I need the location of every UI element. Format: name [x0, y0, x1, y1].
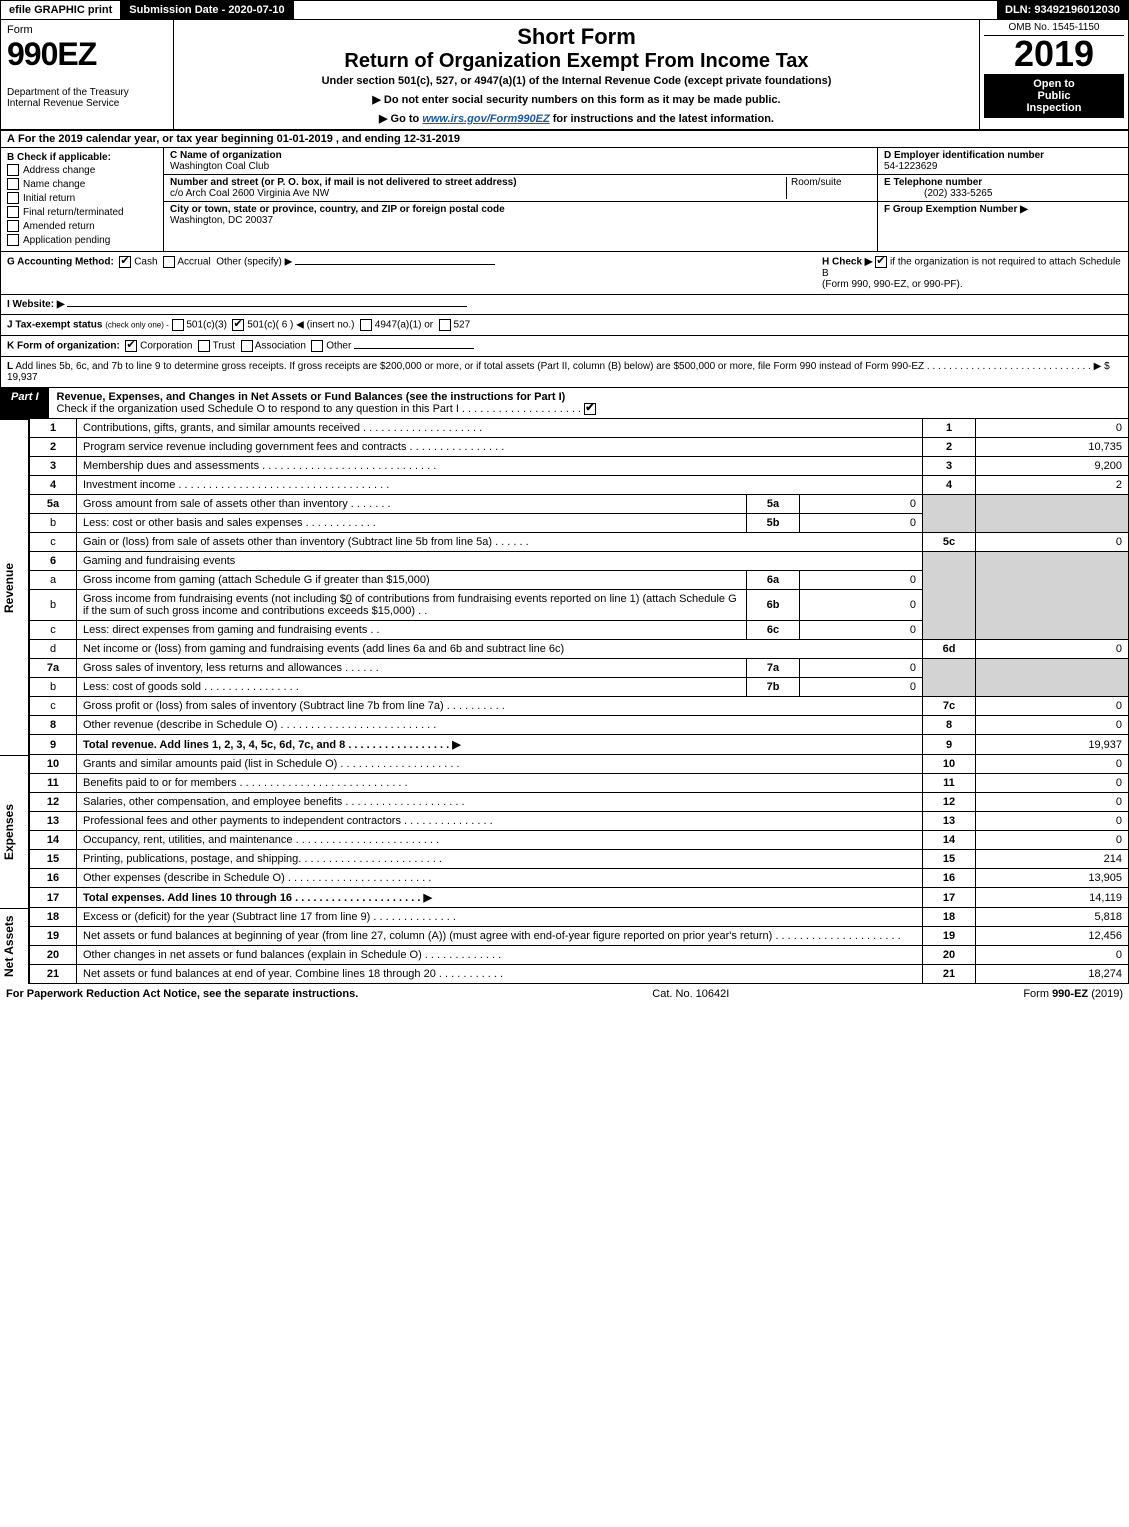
line-4: 4Investment income . . . . . . . . . . .…: [30, 476, 1129, 495]
check-schedule-o[interactable]: [584, 403, 596, 415]
check-corporation[interactable]: [125, 340, 137, 352]
check-527[interactable]: [439, 319, 451, 331]
section-j: J Tax-exempt status (check only one) - 5…: [1, 315, 1128, 336]
efile-label: efile GRAPHIC print: [1, 1, 121, 19]
section-l: L Add lines 5b, 6c, and 7b to line 9 to …: [1, 357, 1128, 387]
section-g: G Accounting Method: Cash Accrual Other …: [7, 256, 495, 290]
check-initial-return[interactable]: Initial return: [7, 191, 157, 205]
line-7a: 7aGross sales of inventory, less returns…: [30, 659, 1129, 678]
check-trust[interactable]: [198, 340, 210, 352]
line-3: 3Membership dues and assessments . . . .…: [30, 457, 1129, 476]
phone: (202) 333-5265: [884, 188, 992, 199]
return-title: Return of Organization Exempt From Incom…: [184, 50, 969, 73]
line-6: 6Gaming and fundraising events: [30, 552, 1129, 571]
section-c: C Name of organizationWashington Coal Cl…: [164, 148, 877, 251]
org-city: Washington, DC 20037: [170, 215, 273, 226]
line-2: 2Program service revenue including gover…: [30, 438, 1129, 457]
revenue-section: Revenue 1Contributions, gifts, grants, a…: [0, 419, 1129, 755]
line-21: 21Net assets or fund balances at end of …: [30, 965, 1129, 984]
check-association[interactable]: [241, 340, 253, 352]
line-5a: 5aGross amount from sale of assets other…: [30, 495, 1129, 514]
line-6d: dNet income or (loss) from gaming and fu…: [30, 640, 1129, 659]
form-label: Form: [7, 24, 167, 36]
section-k: K Form of organization: Corporation Trus…: [1, 336, 1128, 357]
line-17: 17Total expenses. Add lines 10 through 1…: [30, 888, 1129, 908]
goto-note: ▶ Go to www.irs.gov/Form990EZ for instru…: [184, 112, 969, 125]
section-b: B Check if applicable: Address change Na…: [1, 148, 164, 251]
footer: For Paperwork Reduction Act Notice, see …: [0, 984, 1129, 1004]
line-20: 20Other changes in net assets or fund ba…: [30, 946, 1129, 965]
check-501c3[interactable]: [172, 319, 184, 331]
section-h: H Check ▶ if the organization is not req…: [822, 256, 1122, 290]
irs-link[interactable]: www.irs.gov/Form990EZ: [422, 113, 549, 125]
line-7c: cGross profit or (loss) from sales of in…: [30, 697, 1129, 716]
form-number: 990EZ: [7, 36, 167, 73]
expenses-section: Expenses 10Grants and similar amounts pa…: [0, 755, 1129, 908]
ein: 54-1223629: [884, 161, 937, 172]
dln: DLN: 93492196012030: [997, 1, 1128, 19]
check-4947[interactable]: [360, 319, 372, 331]
line-10: 10Grants and similar amounts paid (list …: [30, 755, 1129, 774]
short-form-title: Short Form: [184, 24, 969, 50]
ssn-note: ▶ Do not enter social security numbers o…: [184, 93, 969, 106]
net-assets-section: Net Assets 18Excess or (deficit) for the…: [0, 908, 1129, 984]
line-16: 16Other expenses (describe in Schedule O…: [30, 869, 1129, 888]
line-8: 8Other revenue (describe in Schedule O) …: [30, 716, 1129, 735]
check-other[interactable]: [311, 340, 323, 352]
inspection-badge: Open to Public Inspection: [984, 74, 1124, 118]
line-5c: cGain or (loss) from sale of assets othe…: [30, 533, 1129, 552]
line-18: 18Excess or (deficit) for the year (Subt…: [30, 908, 1129, 927]
section-i: I Website: ▶: [1, 295, 1128, 315]
form-header: Form 990EZ Department of the Treasury In…: [0, 20, 1129, 131]
check-name-change[interactable]: Name change: [7, 177, 157, 191]
section-def: D Employer identification number54-12236…: [877, 148, 1128, 251]
top-bar: efile GRAPHIC print Submission Date - 20…: [0, 0, 1129, 20]
line-9: 9Total revenue. Add lines 1, 2, 3, 4, 5c…: [30, 735, 1129, 755]
check-cash[interactable]: [119, 256, 131, 268]
irs-label: Internal Revenue Service: [7, 98, 167, 109]
check-schedule-b[interactable]: [875, 256, 887, 268]
check-final-return[interactable]: Final return/terminated: [7, 205, 157, 219]
check-accrual[interactable]: [163, 256, 175, 268]
org-name: Washington Coal Club: [170, 161, 269, 172]
line-12: 12Salaries, other compensation, and empl…: [30, 793, 1129, 812]
line-1: 1Contributions, gifts, grants, and simil…: [30, 419, 1129, 438]
part-i-header: Part I Revenue, Expenses, and Changes in…: [1, 388, 1128, 419]
line-19: 19Net assets or fund balances at beginni…: [30, 927, 1129, 946]
check-501c[interactable]: [232, 319, 244, 331]
submission-date: Submission Date - 2020-07-10: [121, 1, 293, 19]
line-14: 14Occupancy, rent, utilities, and mainte…: [30, 831, 1129, 850]
under-section: Under section 501(c), 527, or 4947(a)(1)…: [184, 75, 969, 87]
line-11: 11Benefits paid to or for members . . . …: [30, 774, 1129, 793]
org-address: c/o Arch Coal 2600 Virginia Ave NW: [170, 188, 329, 199]
dept-label: Department of the Treasury: [7, 87, 167, 98]
check-amended-return[interactable]: Amended return: [7, 219, 157, 233]
tax-year: 2019: [984, 36, 1124, 72]
check-address-change[interactable]: Address change: [7, 163, 157, 177]
tax-year-line: A For the 2019 calendar year, or tax yea…: [1, 131, 1128, 148]
line-13: 13Professional fees and other payments t…: [30, 812, 1129, 831]
check-application-pending[interactable]: Application pending: [7, 233, 157, 247]
line-15: 15Printing, publications, postage, and s…: [30, 850, 1129, 869]
